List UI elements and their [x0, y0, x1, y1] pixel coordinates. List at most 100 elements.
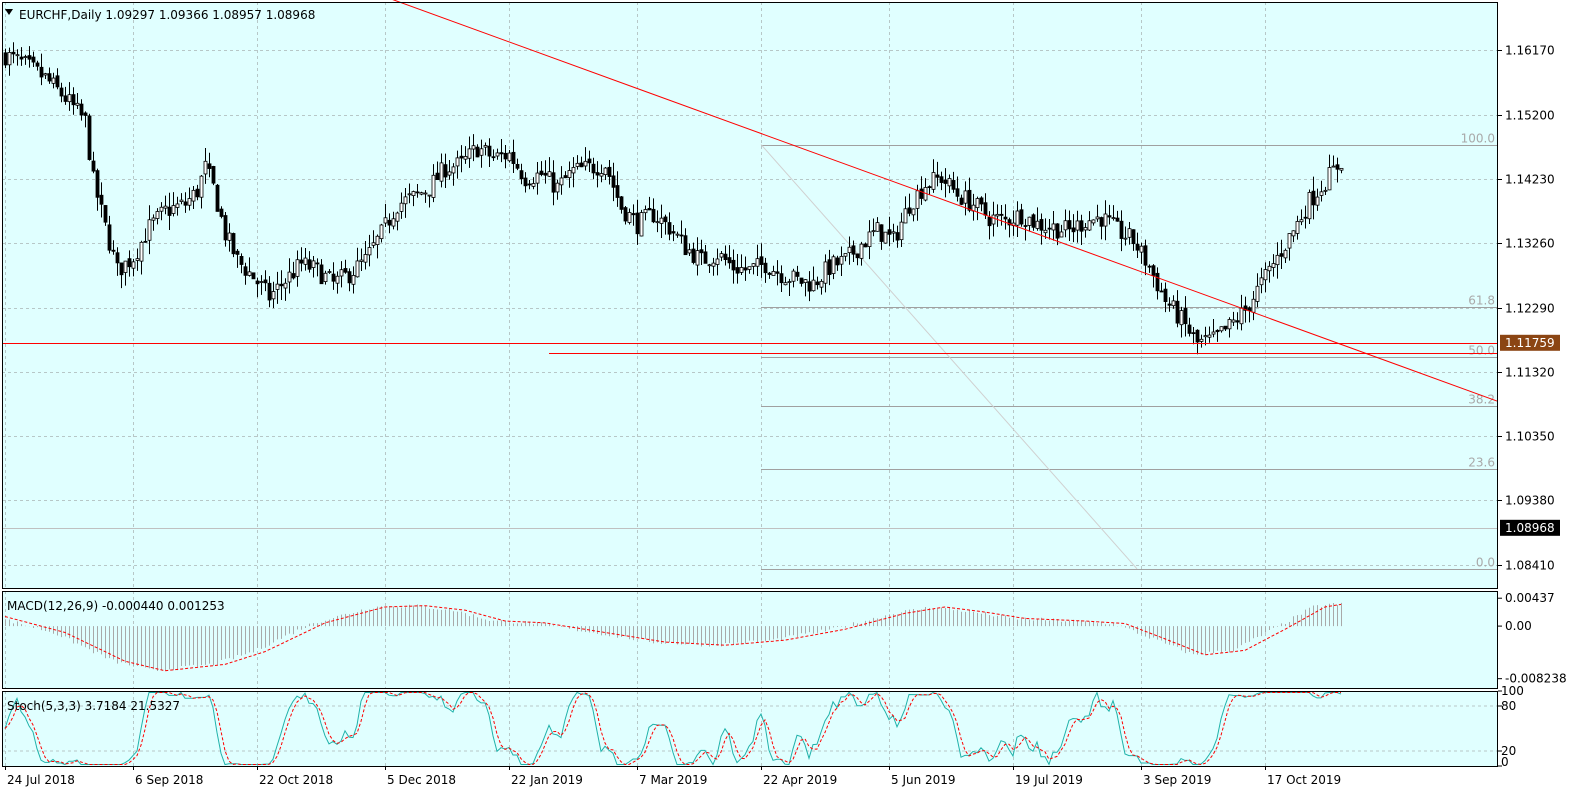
- main-panel-frame: [2, 2, 1498, 589]
- bullish-candle: [179, 199, 184, 202]
- bullish-candle: [1111, 217, 1116, 220]
- bullish-candle: [747, 266, 752, 270]
- bullish-candle: [555, 182, 560, 193]
- bearish-candle: [955, 188, 960, 197]
- bullish-candle: [463, 156, 468, 160]
- bullish-candle: [1267, 265, 1272, 272]
- bearish-candle: [499, 152, 504, 155]
- bearish-candle: [251, 272, 256, 280]
- bullish-candle: [271, 291, 276, 300]
- bullish-candle: [171, 205, 176, 214]
- bullish-candle: [295, 259, 300, 277]
- fibonacci-level-label: 61.8: [1468, 294, 1495, 308]
- bearish-candle: [699, 249, 704, 254]
- bullish-candle: [843, 253, 848, 257]
- bearish-candle: [1223, 325, 1228, 330]
- bullish-candle: [1299, 219, 1304, 223]
- bullish-candle: [603, 167, 608, 176]
- bearish-candle: [723, 253, 728, 260]
- bearish-candle: [47, 73, 52, 82]
- bearish-candle: [683, 235, 688, 256]
- bullish-candle: [1059, 231, 1064, 238]
- price-tick-label: 1.15200: [1505, 109, 1555, 123]
- bearish-candle: [279, 283, 284, 287]
- bullish-candle: [1015, 210, 1020, 226]
- time-axis-label: 5 Jun 2019: [891, 773, 956, 787]
- fibonacci-level-label: 23.6: [1468, 456, 1495, 470]
- bearish-candle: [1147, 265, 1152, 268]
- collapse-arrow-icon[interactable]: [5, 9, 13, 15]
- bearish-candle: [743, 267, 748, 271]
- bullish-candle: [67, 94, 72, 103]
- bullish-candle: [363, 254, 368, 263]
- bullish-candle: [323, 272, 328, 282]
- bullish-candle: [359, 259, 364, 262]
- bullish-candle: [711, 262, 716, 267]
- time-axis-label: 22 Oct 2018: [259, 773, 333, 787]
- bearish-candle: [167, 206, 172, 216]
- bearish-candle: [943, 179, 948, 184]
- bearish-candle: [315, 262, 320, 265]
- bearish-candle: [63, 95, 68, 102]
- bearish-candle: [387, 219, 392, 226]
- bearish-candle: [219, 208, 224, 217]
- bearish-candle: [31, 56, 36, 63]
- bearish-candle: [1175, 300, 1180, 324]
- bullish-candle: [187, 198, 192, 206]
- bullish-candle: [1271, 263, 1276, 268]
- bullish-candle: [151, 217, 156, 221]
- bearish-candle: [611, 175, 616, 188]
- stoch-tick-label: 100: [1501, 684, 1524, 698]
- bearish-candle: [775, 271, 780, 274]
- bullish-candle: [287, 271, 292, 283]
- bullish-candle: [559, 177, 564, 186]
- macd-title: MACD(12,26,9) -0.000440 0.001253: [7, 599, 225, 613]
- bearish-candle: [799, 277, 804, 284]
- bearish-candle: [619, 196, 624, 210]
- bullish-candle: [1275, 254, 1280, 266]
- bullish-candle: [379, 224, 384, 240]
- bullish-candle: [991, 214, 996, 225]
- bearish-candle: [551, 172, 556, 193]
- bullish-candle: [327, 271, 332, 273]
- bearish-candle: [1071, 227, 1076, 233]
- bullish-candle: [131, 261, 136, 269]
- bullish-candle: [1203, 335, 1208, 338]
- bearish-candle: [987, 216, 992, 227]
- bearish-candle: [919, 188, 924, 199]
- bearish-candle: [1159, 290, 1164, 293]
- bearish-candle: [827, 259, 832, 275]
- bullish-candle: [575, 162, 580, 167]
- bearish-candle: [235, 250, 240, 255]
- bearish-candle: [1079, 220, 1084, 232]
- bearish-candle: [195, 188, 200, 198]
- bearish-candle: [115, 252, 120, 264]
- bearish-candle: [951, 180, 956, 190]
- bullish-candle: [411, 191, 416, 196]
- bearish-candle: [307, 259, 312, 270]
- bullish-candle: [899, 221, 904, 241]
- bearish-candle: [19, 56, 24, 60]
- bullish-candle: [1207, 334, 1212, 338]
- bearish-candle: [1115, 217, 1120, 222]
- fibonacci-level-label: 50.0: [1468, 344, 1495, 358]
- bearish-candle: [3, 52, 8, 66]
- bearish-candle: [731, 259, 736, 271]
- bullish-candle: [975, 198, 980, 209]
- bearish-candle: [1303, 216, 1308, 219]
- bearish-candle: [1187, 324, 1192, 334]
- bearish-candle: [663, 216, 668, 223]
- main-panel-background: [2, 2, 1497, 588]
- price-axis-background: [1498, 0, 1595, 807]
- bearish-candle: [71, 94, 76, 106]
- bullish-candle: [339, 269, 344, 277]
- bearish-candle: [239, 256, 244, 265]
- bullish-candle: [771, 271, 776, 276]
- bearish-candle: [623, 207, 628, 222]
- bullish-candle: [675, 233, 680, 236]
- fibonacci-level-label: 100.0: [1461, 132, 1495, 146]
- bearish-candle: [527, 183, 532, 186]
- current-price-label: 1.08968: [1505, 521, 1555, 535]
- grid-lines: [2, 2, 1497, 766]
